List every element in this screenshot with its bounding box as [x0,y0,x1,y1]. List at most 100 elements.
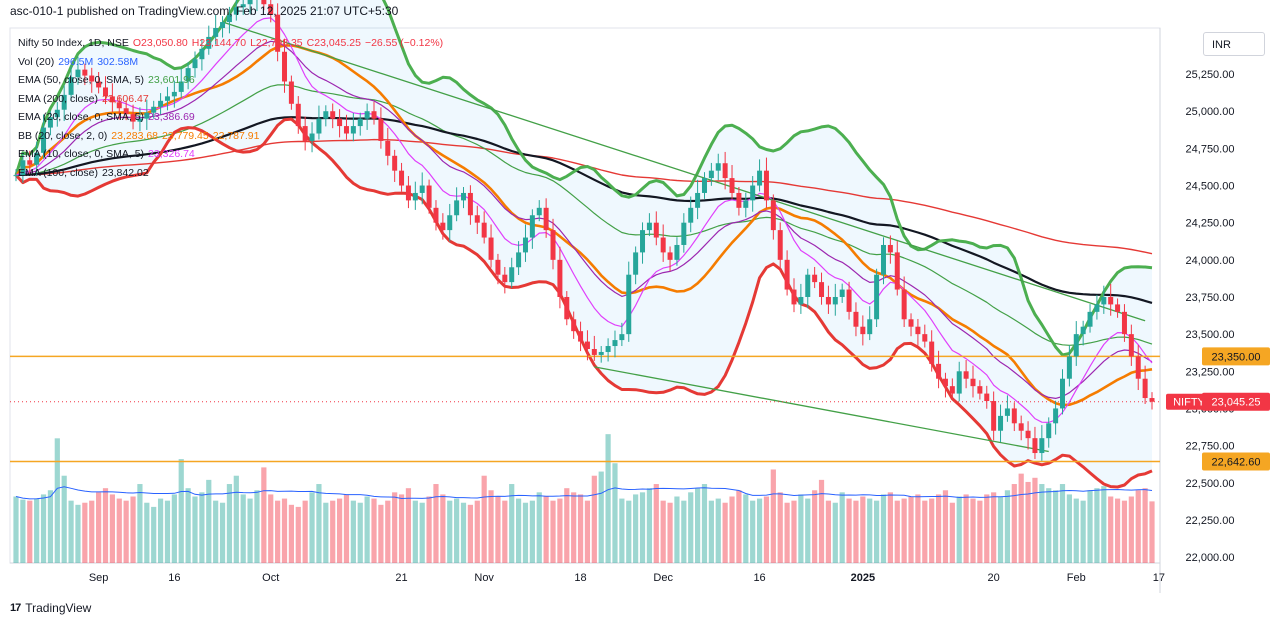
volume-bar [137,484,143,563]
candle-body [116,102,122,109]
legend-row[interactable]: EMA (100, close) 23,842.02 [18,164,443,183]
candle-body [963,371,969,379]
volume-bar [626,500,632,563]
volume-bar [343,494,350,563]
volume-bar [708,500,714,563]
candle-body [529,215,535,238]
volume-bar [247,498,253,563]
plot-frame [9,27,1161,564]
volume-bar [27,500,33,563]
candle-body [1142,378,1148,399]
candle-body [784,259,790,290]
legend-value: 23,326.74 [148,148,195,160]
volume-bar [398,494,405,563]
price-tag-value: 22,642.60 [1212,457,1261,469]
candle-body [584,341,590,349]
candle-body [839,289,845,297]
candle-body [522,237,528,253]
candle-body [27,160,33,165]
candle-body [206,36,212,49]
volume-bar [1108,496,1114,563]
candle-body [612,340,618,347]
volume-bar [144,502,150,563]
volume-bar [275,500,281,563]
y-tick-label: 23,750.00 [1186,292,1235,304]
volume-bar [1018,473,1024,563]
volume-bar [949,502,955,563]
price-tag-symbol: NIFTY [1173,397,1205,409]
volume-bar [543,496,549,563]
y-tick-label: 24,250.00 [1186,218,1235,230]
candle-body [364,111,370,119]
candle-body [144,112,150,119]
volume-bar [405,488,412,563]
volume-bar [1046,488,1052,563]
volume-bar [1039,484,1045,563]
volume-bar [13,496,19,563]
volume-bar [701,484,708,563]
candle-body [832,296,838,305]
candle-body [867,319,873,335]
volume-bar [454,498,460,563]
volume-bar [226,484,233,563]
candle-body [171,91,177,97]
price-tag-label-bg [1166,393,1212,410]
candle-body [371,111,377,119]
price-tag-bg [1202,392,1270,411]
volume-bar [385,500,391,563]
currency-button[interactable]: INR [1203,32,1265,56]
candle-body [715,163,721,171]
volume-bar [481,475,487,563]
legend-row[interactable]: EMA (200, close) 23,606.47 [18,90,443,109]
candle-body [337,118,343,127]
candle-body [385,140,391,156]
candle-body [261,0,267,5]
candle-body [1066,356,1072,379]
ema-50-line [15,84,1153,346]
candle-body [481,222,487,238]
price-tag-value: 23,350.00 [1212,351,1261,363]
volume-bar [316,484,322,563]
candle-body [1135,356,1141,379]
candle-body [20,160,26,176]
volume-bar [1073,498,1079,563]
legend-row[interactable]: BB (20, close, 2, 0) 23,283.68 23,779.45 22… [18,127,443,146]
legend-value: 23,779.45 [162,129,209,142]
candle-body [433,207,439,223]
candle-body [1011,408,1017,424]
legend-value: 302.58M [97,55,139,68]
legend-row[interactable]: EMA (20, close, 0, SMA, 5) 23,386.69 [18,108,443,127]
legend-row[interactable]: EMA (10, close, 0, SMA, 5) 23,326.74 [18,145,443,164]
volume-bar [426,496,432,563]
candle-body [467,192,473,216]
legend-row[interactable]: Vol (20) 296.5M 302.58M [18,53,443,72]
x-tick-label: 17 [1153,572,1165,584]
volume-bar [736,490,742,563]
volume-bar [123,500,129,563]
volume-bar [660,500,666,563]
volume-bar [770,469,776,563]
candle-body [316,118,322,134]
volume-bar [433,484,439,563]
volume-bar [832,502,838,563]
candle-body [571,319,577,332]
x-tick-label: 20 [988,572,1000,584]
y-tick-label: 25,250.00 [1186,69,1235,81]
candle-body [392,155,398,171]
candle-body [633,252,639,275]
candle-body [578,331,584,342]
candle-body [1039,438,1045,454]
volume-bar [440,494,446,563]
candle-body [488,237,494,260]
volume-bar [874,500,880,563]
legend-row[interactable]: EMA (50, close, 0, SMA, 5) 23,601.96 [18,71,443,90]
volume-bar [550,500,556,563]
candle-body [1128,334,1134,357]
candle-body [936,363,942,379]
candle-body [96,81,102,88]
volume-bar [1135,490,1141,563]
volume-bar [192,496,198,563]
legend-row[interactable]: Nifty 50 Index, 1D, NSE O23,050.80 H23,144… [18,34,443,53]
tradingview-brand[interactable]: 17 TradingView [10,601,91,615]
